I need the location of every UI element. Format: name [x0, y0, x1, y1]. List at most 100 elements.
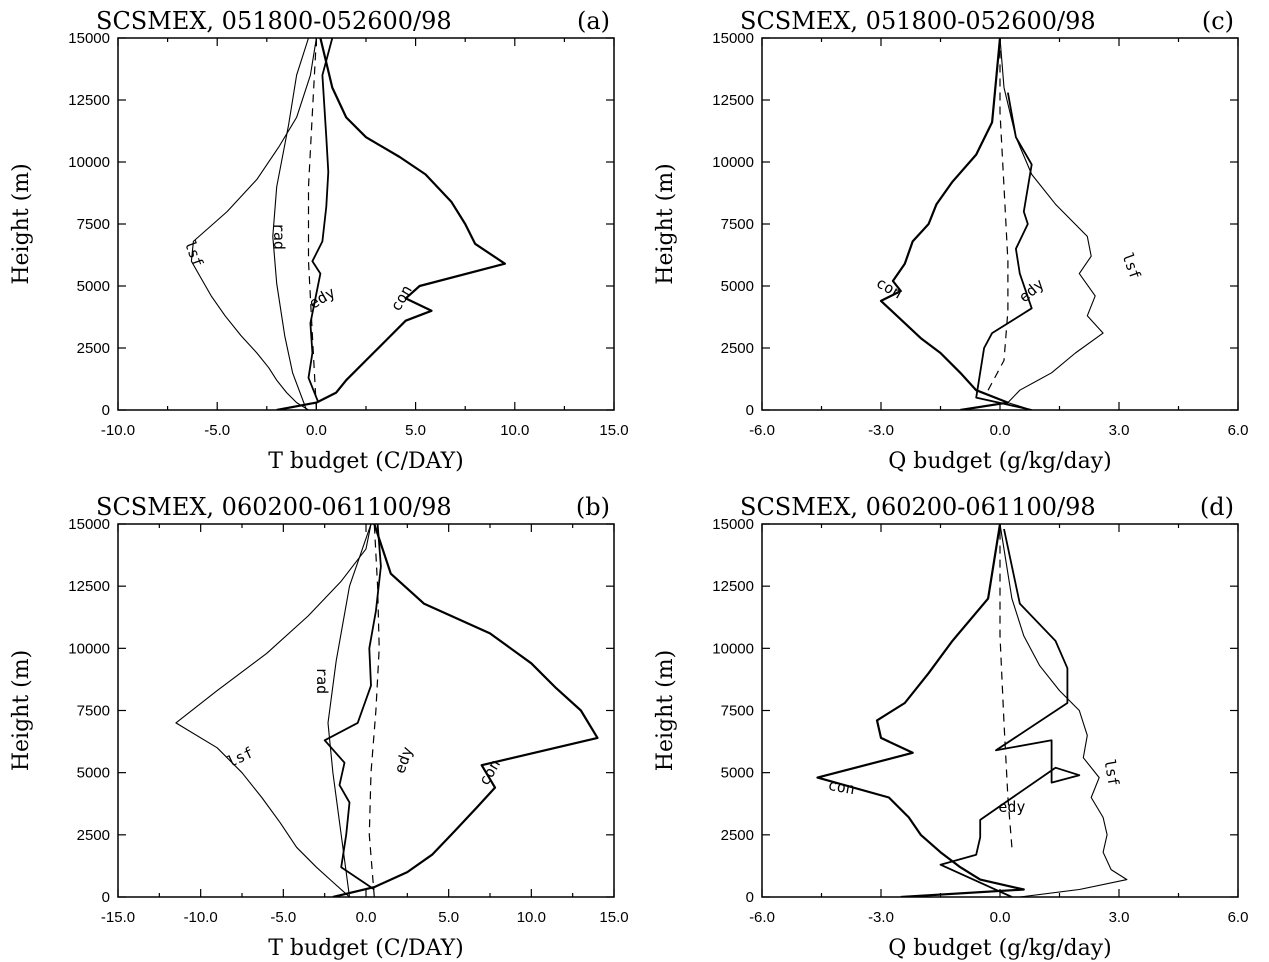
panel-label: (a) [577, 7, 610, 35]
chart-title: SCSMEX, 051800-052600/98 [96, 7, 452, 35]
x-tick-label: 6.0 [1228, 909, 1249, 926]
series-line-edy [307, 38, 317, 410]
series-label-con: con [827, 776, 857, 798]
y-axis-label: Height (m) [653, 163, 678, 284]
series-line-edy [999, 524, 1013, 848]
series-line-lsf [999, 38, 1104, 410]
series-line-lsf [999, 524, 1128, 897]
y-tick-label: 10000 [712, 154, 754, 171]
series-label-lsf: lsf [181, 238, 207, 270]
y-tick-label: 0 [746, 889, 754, 906]
series-label-con: con [387, 282, 416, 314]
x-tick-label: -10.0 [184, 909, 218, 926]
x-axis-label: Q budget (g/kg/day) [888, 449, 1111, 474]
x-axis-label: T budget (C/DAY) [268, 449, 464, 474]
series-label-lsf: lsf [1100, 758, 1122, 788]
y-tick-label: 15000 [68, 516, 110, 533]
y-tick-label: 12500 [712, 578, 754, 595]
series-line-con [276, 38, 506, 410]
y-tick-label: 7500 [721, 703, 754, 720]
series-label-rad: rad [313, 667, 331, 694]
panel-0: SCSMEX, 051800-052600/98 (a) -10.0 -5.0 0.0 5… [9, 7, 629, 474]
x-tick-label: 0.0 [306, 422, 327, 439]
chart-title: SCSMEX, 060200-061100/98 [96, 493, 452, 521]
x-tick-label: -3.0 [868, 422, 894, 439]
panel-2: SCSMEX, 060200-061100/98 (b) -15.0 -10.0 -5.… [9, 493, 629, 961]
x-tick-label: 15.0 [599, 422, 628, 439]
x-tick-label: 10.0 [517, 909, 546, 926]
x-tick-label: 0.0 [990, 422, 1011, 439]
series-line-profile [307, 38, 334, 403]
x-tick-label: -3.0 [868, 909, 894, 926]
series-line-rad [327, 524, 372, 897]
x-tick-label: 10.0 [500, 422, 529, 439]
plot-frame [117, 37, 615, 411]
x-tick-label: 3.0 [1109, 422, 1130, 439]
series-line-profile [323, 524, 382, 891]
series-line-profile [975, 92, 1033, 410]
y-tick-label: 2500 [77, 827, 110, 844]
series-line-con [879, 38, 1009, 410]
series-label-lsf: lsf [1118, 250, 1144, 282]
panel-label: (d) [1200, 493, 1234, 521]
x-tick-label: 5.0 [405, 422, 426, 439]
series-line-con [816, 524, 1025, 897]
series-line-rad [272, 38, 310, 410]
x-tick-label: 5.0 [438, 909, 459, 926]
y-tick-label: 5000 [77, 278, 110, 295]
series-label-lsf: lsf [224, 743, 256, 771]
y-tick-label: 15000 [712, 516, 754, 533]
panel-3: SCSMEX, 060200-061100/98 (d) -6.0 -3.0 0.0 3.… [653, 493, 1248, 961]
y-tick-label: 0 [746, 402, 754, 419]
x-tick-label: 6.0 [1228, 422, 1249, 439]
series-line-edy [987, 38, 1009, 391]
series-line-lsf [175, 524, 372, 897]
x-tick-label: 15.0 [599, 909, 628, 926]
y-tick-label: 2500 [77, 340, 110, 357]
x-tick-label: -6.0 [749, 422, 775, 439]
y-tick-label: 15000 [68, 30, 110, 47]
y-tick-label: 12500 [68, 92, 110, 109]
series-line-con [332, 524, 599, 897]
series-line-edy [368, 524, 380, 897]
series-label-con: con [873, 273, 905, 302]
x-tick-label: -5.0 [204, 422, 230, 439]
y-tick-label: 12500 [68, 578, 110, 595]
chart-title: SCSMEX, 060200-061100/98 [740, 493, 1096, 521]
series-label-edy: edy [998, 798, 1025, 816]
panel-1: SCSMEX, 051800-052600/98 (c) -6.0 -3.0 0.0 3.… [653, 7, 1248, 474]
y-tick-label: 2500 [721, 340, 754, 357]
x-tick-label: -10.0 [101, 422, 135, 439]
y-tick-label: 7500 [721, 216, 754, 233]
series-label-edy: edy [1015, 275, 1047, 306]
y-tick-label: 5000 [77, 765, 110, 782]
y-tick-label: 7500 [77, 216, 110, 233]
y-tick-label: 10000 [68, 640, 110, 657]
y-tick-label: 0 [102, 402, 110, 419]
y-tick-label: 2500 [721, 827, 754, 844]
y-tick-label: 10000 [68, 154, 110, 171]
panel-label: (c) [1202, 7, 1234, 35]
y-axis-label: Height (m) [9, 650, 34, 771]
x-axis-label: T budget (C/DAY) [268, 936, 464, 961]
y-axis-label: Height (m) [653, 650, 678, 771]
y-tick-label: 15000 [712, 30, 754, 47]
x-tick-label: -15.0 [101, 909, 135, 926]
y-tick-label: 12500 [712, 92, 754, 109]
series-line-lsf [190, 38, 317, 410]
panel-label: (b) [576, 493, 610, 521]
x-tick-label: -5.0 [270, 909, 296, 926]
y-tick-label: 5000 [721, 765, 754, 782]
y-tick-label: 0 [102, 889, 110, 906]
y-tick-label: 5000 [721, 278, 754, 295]
series-label-edy: edy [390, 744, 416, 776]
series-label-rad: rad [270, 223, 288, 250]
x-tick-label: 0.0 [356, 909, 377, 926]
y-tick-label: 10000 [712, 640, 754, 657]
y-axis-label: Height (m) [9, 163, 34, 284]
y-tick-label: 7500 [77, 703, 110, 720]
x-tick-label: -6.0 [749, 909, 775, 926]
x-axis-label: Q budget (g/kg/day) [888, 936, 1111, 961]
chart-title: SCSMEX, 051800-052600/98 [740, 7, 1096, 35]
